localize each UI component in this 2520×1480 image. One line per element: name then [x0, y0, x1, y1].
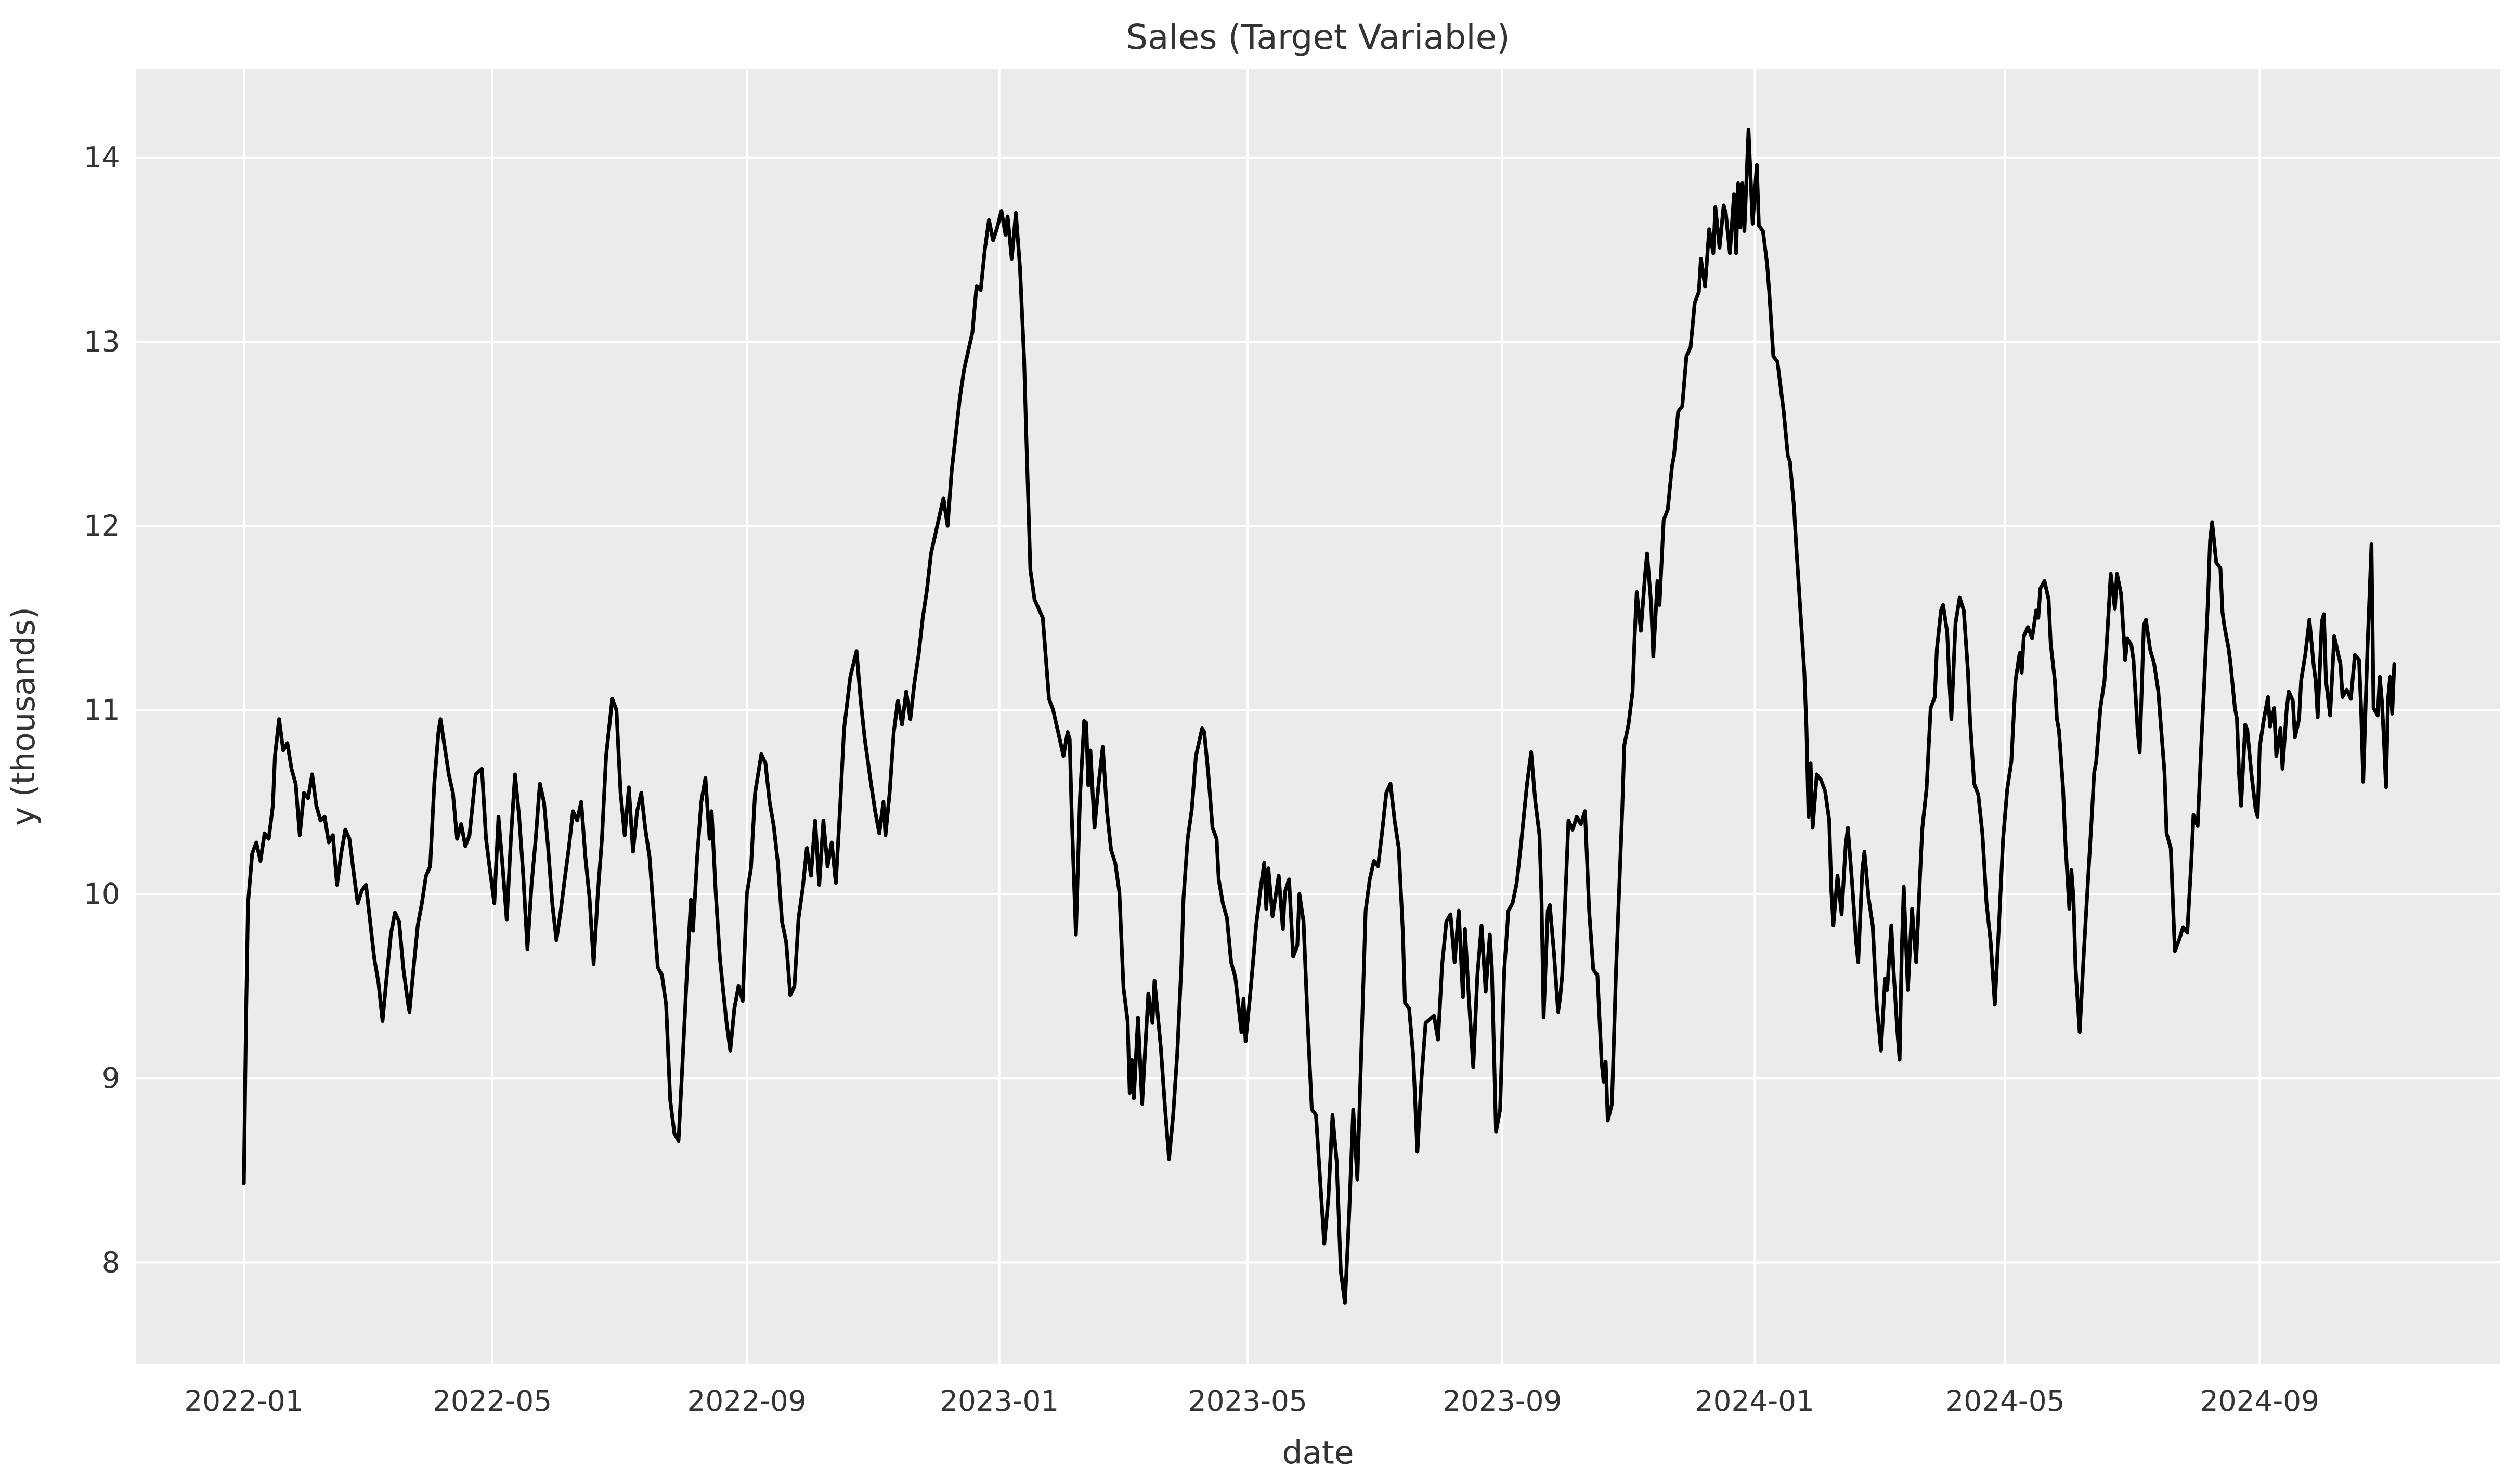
x-tick-label: 2023-09: [1443, 1384, 1562, 1418]
y-tick-label: 11: [84, 693, 120, 726]
y-tick-label: 10: [84, 877, 120, 911]
y-tick-label: 8: [102, 1245, 120, 1279]
x-tick-label: 2024-01: [1695, 1384, 1814, 1418]
x-tick-label: 2022-09: [687, 1384, 807, 1418]
y-axis-label: y (thousands): [5, 607, 42, 826]
x-tick-label: 2023-01: [940, 1384, 1059, 1418]
y-tick-label: 9: [102, 1061, 120, 1095]
y-tick-labels: 8 9 10 11 12 13 14: [84, 141, 120, 1279]
x-tick-label: 2023-05: [1188, 1384, 1307, 1418]
y-tick-label: 12: [84, 509, 120, 542]
y-tick-label: 14: [84, 141, 120, 174]
sales-line-series: [242, 128, 2396, 1305]
y-gridlines: [136, 156, 2500, 1264]
chart-title: Sales (Target Variable): [1126, 17, 1510, 57]
x-gridlines: [242, 69, 2261, 1364]
x-tick-labels: 2022-01 2022-05 2022-09 2023-01 2023-05 2023-…: [184, 1384, 2319, 1418]
x-tick-label: 2022-01: [184, 1384, 303, 1418]
y-tick-label: 13: [84, 325, 120, 358]
x-tick-label: 2024-09: [2200, 1384, 2319, 1418]
x-tick-label: 2024-05: [1945, 1384, 2064, 1418]
x-tick-label: 2022-05: [433, 1384, 552, 1418]
x-axis-label: date: [1282, 1435, 1354, 1472]
